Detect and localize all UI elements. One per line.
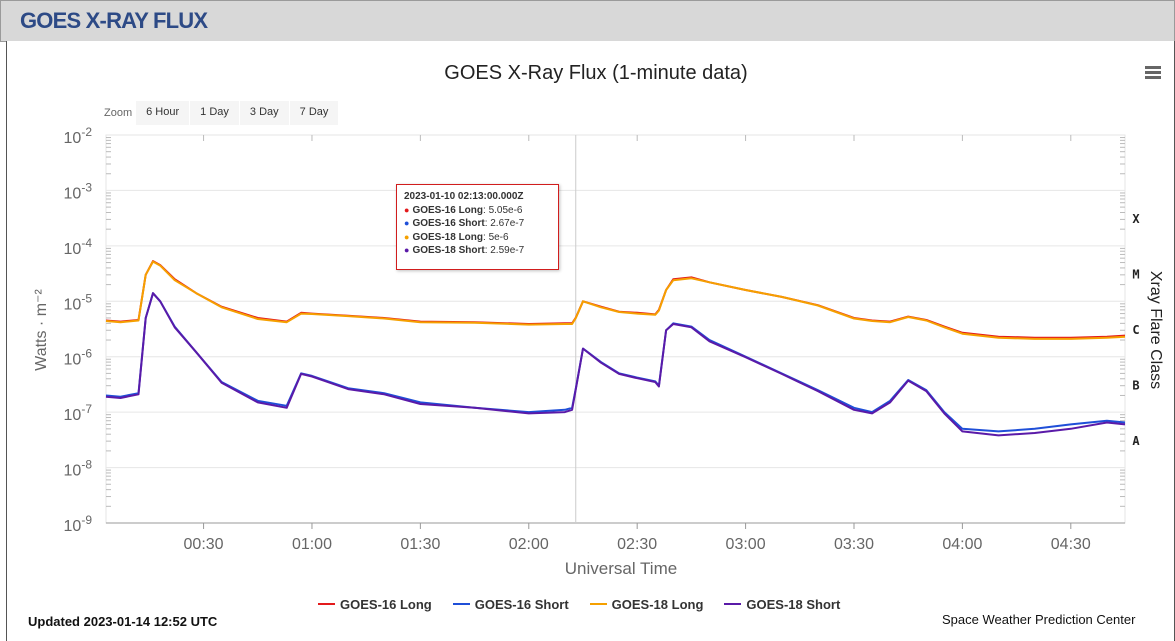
x-tick-label: 04:00 (942, 536, 982, 553)
series-dot-icon: ● (404, 204, 410, 215)
zoom-controls: Zoom 6 Hour 1 Day 3 Day 7 Day (104, 101, 339, 125)
tooltip-row: ● GOES-16 Short: 2.67e-7 (404, 218, 525, 230)
legend-item-goes16-short[interactable]: GOES-16 Short (452, 597, 569, 612)
zoom-3-day-button[interactable]: 3 Day (239, 101, 289, 125)
data-tooltip: 2023-01-10 02:13:00.000Z ● GOES-16 Long: … (396, 184, 559, 270)
series-dot-icon: ● (404, 231, 410, 242)
zoom-label: Zoom (104, 107, 133, 119)
y-tick-label: 10-5 (64, 291, 93, 313)
y-tick-label: 10-7 (64, 402, 93, 424)
legend-line-icon (318, 603, 335, 605)
x-tick-label: 02:00 (509, 536, 549, 553)
x-tick-label: 02:30 (617, 536, 657, 553)
y-tick-label: 10-3 (64, 180, 93, 202)
legend-line-icon (589, 603, 607, 605)
updated-timestamp: Updated 2023-01-14 12:52 UTC (28, 614, 218, 629)
legend-line-icon (724, 603, 742, 605)
legend-item-goes16-long[interactable]: GOES-16 Long (318, 597, 432, 612)
credit-text: Space Weather Prediction Center (942, 612, 1136, 627)
y-tick-label: 10-4 (64, 236, 93, 258)
page-header: GOES X-RAY FLUX (0, 0, 1175, 42)
legend-line-icon (452, 603, 470, 605)
series-line-goes-18-short (105, 292, 1126, 437)
flare-class-label: X (1132, 212, 1140, 226)
x-tick-label: 03:30 (834, 536, 874, 553)
chart-panel (6, 41, 1175, 641)
legend-item-goes18-long[interactable]: GOES-18 Long (589, 597, 703, 612)
x-tick-label: 04:30 (1051, 536, 1091, 553)
tooltip-row: ● GOES-18 Long: 5e-6 (404, 231, 509, 243)
x-tick-label: 01:30 (400, 536, 440, 553)
y-tick-label: 10-2 (64, 125, 93, 147)
zoom-1-day-button[interactable]: 1 Day (190, 101, 239, 125)
y-axis-title: Watts · m⁻² (33, 289, 50, 371)
x-tick-label: 00:30 (184, 536, 224, 553)
x-tick-label: 01:00 (292, 536, 332, 553)
series-dot-icon: ● (404, 245, 410, 256)
hamburger-icon[interactable] (1145, 66, 1161, 80)
page-title: GOES X-RAY FLUX (20, 8, 208, 33)
flare-class-label: A (1132, 434, 1140, 448)
tooltip-time: 2023-01-10 02:13:00.000Z (404, 191, 524, 202)
series-line-goes-16-short (105, 292, 1126, 433)
tooltip-row: ● GOES-18 Short: 2.59e-7 (404, 245, 525, 257)
x-tick-label: 03:00 (726, 536, 766, 553)
x-axis-title: Universal Time (565, 559, 677, 578)
zoom-6-hour-button[interactable]: 6 Hour (136, 101, 190, 125)
tooltip-row: ● GOES-16 Long: 5.05e-6 (404, 204, 523, 216)
right-axis-title: Xray Flare Class (1147, 271, 1164, 389)
series-line-goes-16-long (105, 260, 1126, 339)
series-dot-icon: ● (404, 218, 410, 229)
chart-legend: GOES-16 Long GOES-16 Short GOES-18 Long … (318, 595, 861, 613)
flare-class-label: M (1132, 268, 1139, 282)
y-tick-label: 10-8 (64, 458, 93, 480)
y-tick-label: 10-6 (64, 347, 93, 369)
chart-title: GOES X-Ray Flux (1-minute data) (444, 62, 747, 84)
legend-item-goes18-short[interactable]: GOES-18 Short (724, 597, 840, 612)
plot-area (105, 134, 1126, 524)
zoom-7-day-button[interactable]: 7 Day (289, 101, 339, 125)
flare-class-label: C (1132, 323, 1139, 337)
series-line-goes-18-long (105, 260, 1126, 340)
flare-class-label: B (1132, 378, 1139, 392)
y-tick-label: 10-9 (64, 513, 93, 535)
